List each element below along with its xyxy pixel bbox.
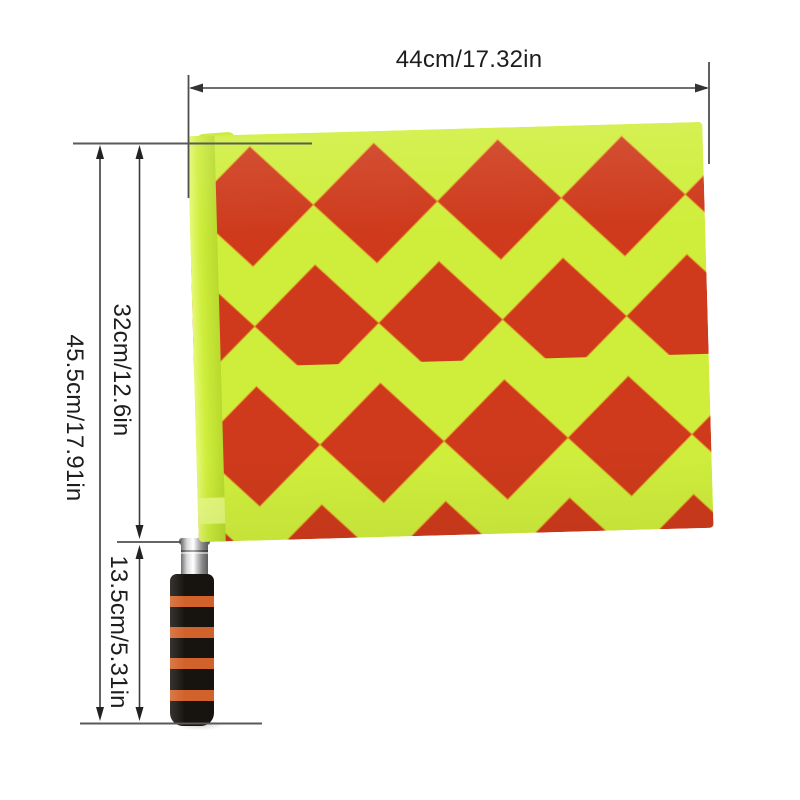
handle-height-arrow-top [135, 545, 144, 559]
width-arrow-left [189, 83, 203, 93]
handle-height-dimension-label: 13.5cm/5.31in [105, 555, 132, 709]
total-height-dimension-label: 45.5cm/17.91in [61, 334, 88, 502]
foam-grip [170, 574, 214, 726]
grip-stripe [170, 690, 214, 701]
width-arrow-right [695, 83, 709, 93]
flag-height-arrow-bottom [135, 525, 144, 539]
flag-height-arrow-top [135, 145, 144, 159]
total-height-arrow-top [96, 145, 104, 159]
flag-checker-pattern [187, 121, 714, 543]
width-dimension-label: 44cm/17.32in [395, 46, 543, 73]
grip-stripe [170, 658, 214, 669]
grip-stripe [170, 596, 214, 607]
referee-flag [187, 121, 714, 543]
handle-height-arrow-bottom [135, 707, 144, 721]
total-height-arrow-bottom [96, 707, 104, 721]
flag-height-dimension-label: 32cm/12.6in [108, 303, 135, 437]
flag-pole [181, 538, 208, 578]
grip-highlight [170, 574, 214, 726]
grip-stripe [170, 627, 214, 638]
